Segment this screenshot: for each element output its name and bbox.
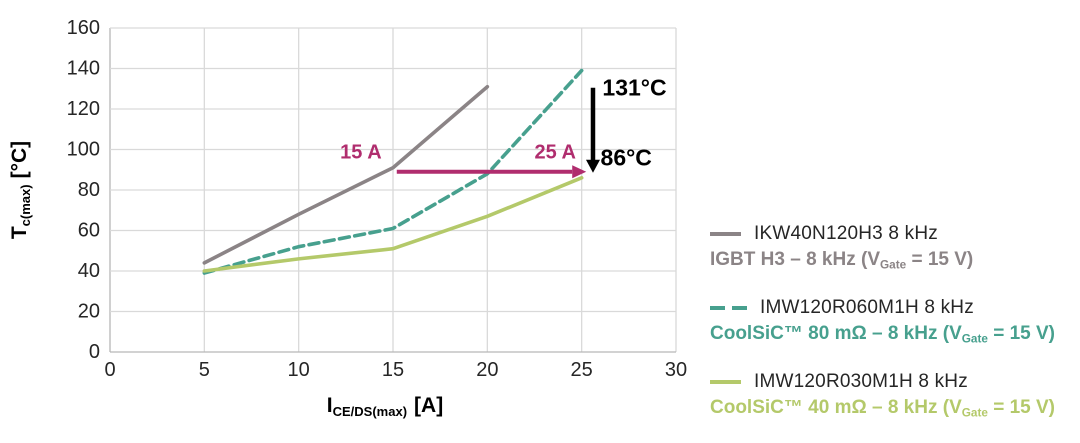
y-axis-title-main: T [8, 226, 31, 239]
legend: IKW40N120H3 8 kHz IGBT H3 – 8 kHz (VGate… [710, 221, 1078, 443]
legend-swatch-dashed-teal-icon [710, 306, 747, 310]
legend-item-igbt: IKW40N120H3 8 kHz IGBT H3 – 8 kHz (VGate… [710, 221, 1078, 271]
x-tick-label: 25 [571, 359, 593, 381]
legend-item-coolsic-40: IMW120R030M1H 8 kHz CoolSiC™ 40 mΩ – 8 k… [710, 369, 1078, 419]
x-axis-title-sub: CE/DS(max) [333, 404, 407, 419]
legend-sublabel: IGBT H3 – 8 kHz (VGate = 15 V) [710, 249, 974, 272]
annotation-label_15a: 15 A [340, 142, 382, 164]
y-axis-title-unit: [°C] [8, 141, 31, 179]
y-tick-label: 40 [78, 260, 100, 282]
series-line-ikw40n120h3 [202, 84, 490, 265]
gridlines [109, 27, 677, 353]
legend-swatch-solid-green-icon [710, 380, 741, 384]
y-tick-label: 60 [78, 220, 100, 242]
x-tick-label: 0 [104, 359, 115, 381]
y-tick-label: 120 [67, 98, 100, 120]
line-chart: 0 5 10 15 20 25 30 0 20 40 60 80 100 120 140 160 15 A 25… [8, 17, 688, 419]
x-tick-label: 5 [199, 359, 210, 381]
x-axis-title-main: I [327, 394, 333, 417]
x-axis-title-unit: [A] [414, 394, 443, 417]
annotation-right-arrowhead-icon [572, 165, 587, 179]
x-tick-label: 15 [382, 359, 404, 381]
series-line-imw120r030m1h [202, 176, 584, 273]
legend-sublabel: CoolSiC™ 40 mΩ – 8 kHz (VGate = 15 V) [710, 397, 1055, 420]
legend-item-coolsic-80: IMW120R060M1H 8 kHz CoolSiC™ 80 mΩ – 8 k… [710, 295, 1078, 345]
annotation-label_131: 131°C [602, 75, 666, 101]
y-axis-title: Tc(max) [°C] [8, 141, 33, 239]
y-tick-label: 0 [89, 341, 100, 363]
annotations: 15 A 25 A 131°C 86°C [340, 75, 667, 179]
legend-label: IMW120R060M1H 8 kHz [760, 297, 974, 318]
y-tick-label: 100 [67, 139, 100, 161]
chart-canvas: 0 5 10 15 20 25 30 0 20 40 60 80 100 120 140 160 15 A 25… [8, 17, 688, 419]
y-tick-label: 140 [67, 58, 100, 80]
y-axis-title-sub: c(max) [18, 184, 33, 226]
y-tick-label: 80 [78, 179, 100, 201]
x-tick-label: 20 [476, 359, 498, 381]
y-tick-label: 20 [78, 301, 100, 323]
annotation-label_86: 86°C [601, 145, 652, 171]
legend-label: IMW120R030M1H 8 kHz [754, 371, 968, 392]
x-axis-title: ICE/DS(max) [A] [327, 394, 443, 419]
y-tick-label: 160 [67, 17, 100, 39]
x-tick-label: 10 [288, 359, 310, 381]
annotation-down-arrowhead-icon [585, 159, 600, 173]
x-tick-label: 30 [665, 359, 687, 381]
series-line-imw120r060m1h [202, 68, 584, 275]
legend-swatch-solid-gray-icon [710, 232, 741, 236]
legend-sublabel: CoolSiC™ 80 mΩ – 8 kHz (VGate = 15 V) [710, 323, 1055, 346]
legend-label: IKW40N120H3 8 kHz [754, 223, 938, 244]
tick-labels: 0 5 10 15 20 25 30 0 20 40 60 80 100 120 140 160 [67, 17, 688, 381]
annotation-label_25a: 25 A [534, 142, 576, 164]
series-lines [202, 68, 584, 275]
